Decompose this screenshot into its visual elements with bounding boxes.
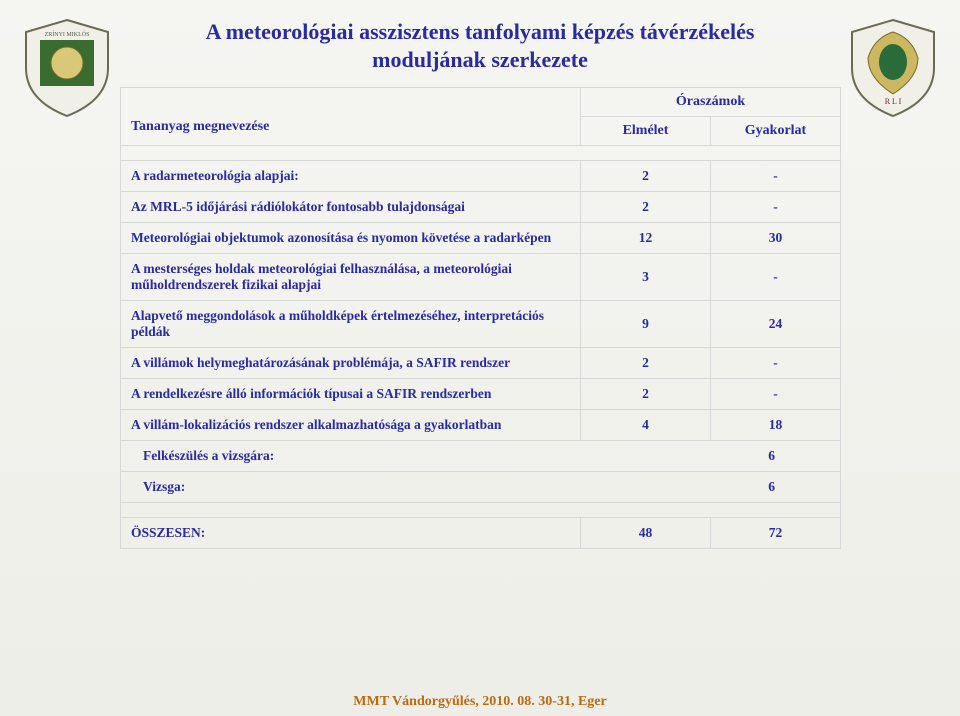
- row-theory: 3: [581, 254, 711, 301]
- header-name: Tananyag megnevezése: [121, 88, 581, 146]
- row-theory: 48: [581, 518, 711, 549]
- row-theory: 12: [581, 223, 711, 254]
- row-name: A villám-lokalizációs rendszer alkalmazh…: [121, 410, 581, 441]
- curriculum-table: Tananyag megnevezése Óraszámok Elmélet G…: [120, 87, 840, 549]
- svg-text:R L I: R L I: [885, 97, 902, 106]
- table-row: A villámok helymeghatározásának problémá…: [121, 348, 841, 379]
- svg-text:ZRÍNYI MIKLÓS: ZRÍNYI MIKLÓS: [45, 30, 90, 38]
- table-row: Alapvető meggondolások a műholdképek ért…: [121, 301, 841, 348]
- title-line1: A meteorológiai asszisztens tanfolyami k…: [206, 19, 755, 44]
- row-practice: 72: [711, 518, 841, 549]
- row-name: Alapvető meggondolások a műholdképek ért…: [121, 301, 581, 348]
- crest-left-icon: ZRÍNYI MIKLÓS: [22, 18, 112, 118]
- table-row: Az MRL-5 időjárási rádiólokátor fontosab…: [121, 192, 841, 223]
- table-row: A radarmeteorológia alapjai:2-: [121, 161, 841, 192]
- page-title: A meteorológiai asszisztens tanfolyami k…: [0, 0, 960, 73]
- row-theory: 4: [581, 410, 711, 441]
- table-row: Felkészülés a vizsgára: 6: [121, 441, 841, 472]
- row-theory: 2: [581, 379, 711, 410]
- table-row: A mesterséges holdak meteorológiai felha…: [121, 254, 841, 301]
- row-practice: -: [711, 348, 841, 379]
- row-name: Az MRL-5 időjárási rádiólokátor fontosab…: [121, 192, 581, 223]
- crest-right-icon: R L I: [848, 18, 938, 118]
- table-row: Meteorológiai objektumok azonosítása és …: [121, 223, 841, 254]
- row-name: A rendelkezésre álló információk típusai…: [121, 379, 581, 410]
- single-row-label: Felkészülés a vizsgára:: [143, 448, 274, 464]
- title-line2: moduljának szerkezete: [372, 47, 588, 72]
- row-theory: 2: [581, 161, 711, 192]
- single-row-value: 6: [768, 479, 830, 495]
- row-name: ÖSSZESEN:: [121, 518, 581, 549]
- row-theory: 2: [581, 348, 711, 379]
- single-row-value: 6: [768, 448, 830, 464]
- row-name: A radarmeteorológia alapjai:: [121, 161, 581, 192]
- row-theory: 9: [581, 301, 711, 348]
- header-hours: Óraszámok: [581, 88, 841, 117]
- row-name: Meteorológiai objektumok azonosítása és …: [121, 223, 581, 254]
- table-row: A rendelkezésre álló információk típusai…: [121, 379, 841, 410]
- header-practice: Gyakorlat: [711, 117, 841, 146]
- footer-text: MMT Vándorgyűlés, 2010. 08. 30-31, Eger: [0, 694, 960, 710]
- row-theory: 2: [581, 192, 711, 223]
- single-row-label: Vizsga:: [143, 479, 185, 495]
- row-practice: -: [711, 379, 841, 410]
- row-name: A villámok helymeghatározásának problémá…: [121, 348, 581, 379]
- table-row: Vizsga: 6: [121, 472, 841, 503]
- row-practice: 24: [711, 301, 841, 348]
- row-practice: 18: [711, 410, 841, 441]
- row-practice: 30: [711, 223, 841, 254]
- row-practice: -: [711, 192, 841, 223]
- row-name: A mesterséges holdak meteorológiai felha…: [121, 254, 581, 301]
- table-row: ÖSSZESEN:4872: [121, 518, 841, 549]
- row-practice: -: [711, 254, 841, 301]
- header-theory: Elmélet: [581, 117, 711, 146]
- table-row: A villám-lokalizációs rendszer alkalmazh…: [121, 410, 841, 441]
- row-practice: -: [711, 161, 841, 192]
